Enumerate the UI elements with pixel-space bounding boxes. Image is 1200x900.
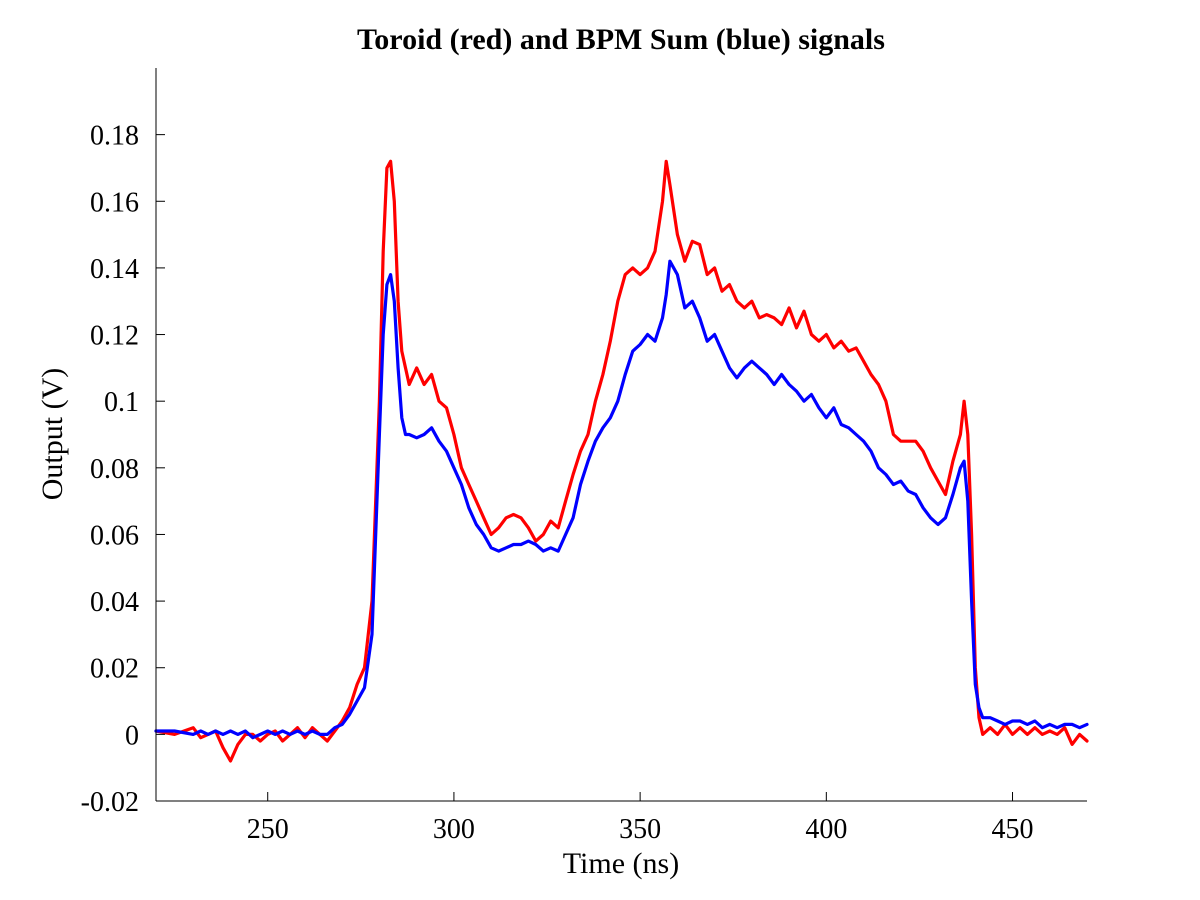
y-tick-label: 0.18 bbox=[90, 121, 139, 152]
y-tick-label: -0.02 bbox=[81, 787, 139, 818]
series-line-bpm-sum bbox=[154, 259, 1089, 740]
x-ticks: 250 300 350 400 450 bbox=[247, 792, 1034, 845]
y-tick-label: 0.12 bbox=[90, 321, 139, 352]
x-axis-label: Time (ns) bbox=[563, 847, 679, 880]
y-tick-label: 0.16 bbox=[90, 187, 139, 218]
y-tick-label: 0.14 bbox=[90, 254, 139, 285]
y-tick-label: 0.08 bbox=[90, 454, 139, 485]
series-layer bbox=[154, 159, 1089, 763]
x-tick-label: 300 bbox=[433, 814, 475, 845]
x-tick-label: 400 bbox=[805, 814, 847, 845]
y-tick-label: 0.1 bbox=[104, 387, 139, 418]
y-axis-label: Output (V) bbox=[36, 368, 69, 500]
x-tick-label: 350 bbox=[619, 814, 661, 845]
y-ticks: -0.02 0 0.02 0.04 0.06 0.08 0.1 0.12 0.14 0.16 0.1… bbox=[81, 121, 165, 818]
y-tick-label: 0.04 bbox=[90, 587, 139, 618]
y-tick-label: 0.02 bbox=[90, 654, 139, 685]
y-tick-label: 0 bbox=[125, 720, 139, 751]
x-tick-label: 250 bbox=[247, 814, 289, 845]
chart-title: Toroid (red) and BPM Sum (blue) signals bbox=[357, 23, 885, 56]
y-tick-label: 0.06 bbox=[90, 520, 139, 551]
axes-layer bbox=[155, 68, 1087, 802]
x-tick-label: 450 bbox=[992, 814, 1034, 845]
